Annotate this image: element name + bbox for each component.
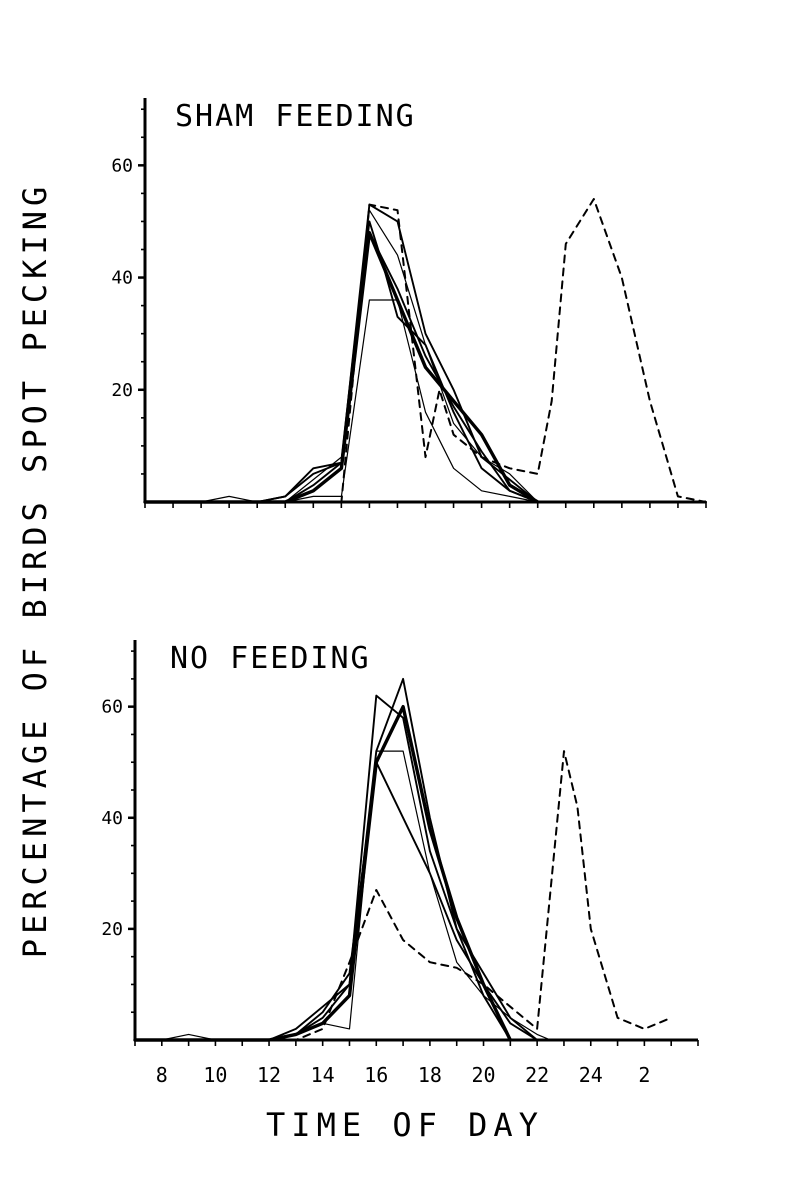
series-line-5 — [144, 299, 539, 503]
x-tick-label: 20 — [471, 1063, 495, 1087]
series-line-6 — [134, 750, 673, 1041]
x-tick-label: 18 — [418, 1063, 442, 1087]
x-tick-label: 24 — [579, 1063, 603, 1087]
x-tick-label: 14 — [311, 1063, 335, 1087]
panel-title-no-feeding: NO FEEDING — [170, 641, 371, 676]
series-line-7 — [144, 198, 707, 503]
y-tick-label: 20 — [111, 380, 133, 401]
y-tick-label: 60 — [101, 697, 123, 718]
y-tick-label: 40 — [101, 808, 123, 829]
x-tick-label: 2 — [638, 1063, 650, 1087]
y-tick-label: 60 — [111, 155, 133, 176]
x-tick-label: 16 — [364, 1063, 388, 1087]
series-line-4 — [134, 677, 539, 1041]
x-tick-label: 10 — [203, 1063, 227, 1087]
series-line-5 — [134, 750, 552, 1041]
x-tick-label: 22 — [525, 1063, 549, 1087]
x-axis-label: TIME OF DAY — [266, 1106, 544, 1144]
x-tick-label: 12 — [257, 1063, 281, 1087]
y-axis-label: PERCENTAGE OF BIRDS SPOT PECKING — [16, 182, 54, 959]
series-line-1 — [133, 705, 512, 1042]
x-tick-label: 8 — [156, 1063, 168, 1087]
y-tick-label: 40 — [111, 268, 133, 289]
sham-feeding-panel: SHAM FEEDING 20 40 60 — [111, 98, 707, 508]
y-tick-label: 20 — [101, 919, 123, 940]
no-feeding-panel: NO FEEDING 20 40 60 8 10 12 14 16 18 20 22 24 2 — [101, 640, 699, 1087]
panel-title-sham-feeding: SHAM FEEDING — [175, 99, 416, 134]
series-line-2 — [134, 694, 512, 1041]
